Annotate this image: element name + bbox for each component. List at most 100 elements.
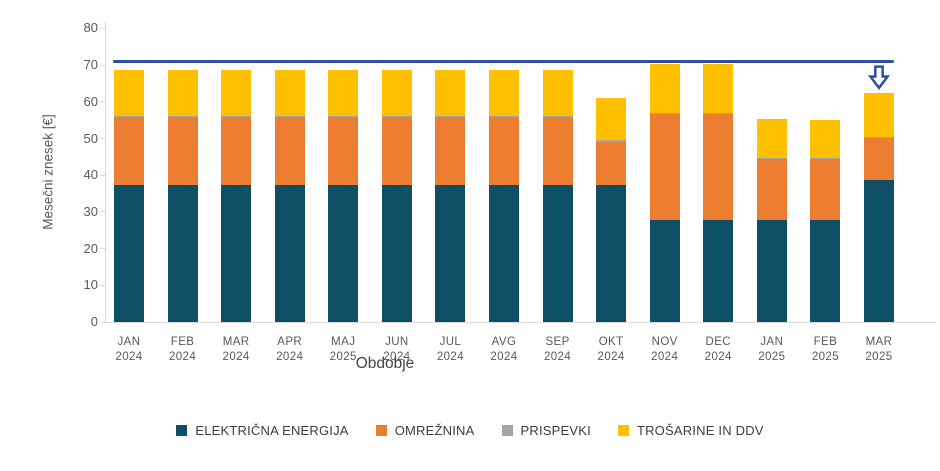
bar-segment [381,69,412,117]
x-tick-label: FEB 2025 [797,335,853,365]
bar-segment [328,185,359,322]
y-tick-mark [100,101,105,103]
bar-segment [221,116,252,118]
bar-segment [756,157,787,160]
x-tick-year: 2025 [758,351,786,363]
x-tick-year: 2024 [543,351,572,363]
y-tick-label: 70 [83,57,98,73]
bar-segment [703,112,734,115]
bar-segment [328,117,359,186]
bar-segment [488,69,519,117]
y-tick-label: 30 [83,203,98,219]
down-arrow-icon [867,65,890,91]
bar-segment [381,185,412,322]
bar-segment [863,92,894,137]
bar-segment [542,116,573,118]
y-tick-label: 40 [83,167,98,183]
bar-segment [488,116,519,118]
legend-swatch-icon [501,425,513,436]
x-tick-month: MAR [222,336,250,348]
bar-segment [328,116,359,118]
x-tick-year: 2024 [490,351,518,363]
legend-item: OMREŽNINA [375,423,475,438]
x-tick-year: 2024 [222,351,250,363]
legend-item: ELEKTRIČNA ENERGIJA [176,423,348,438]
bar-segment [810,159,841,220]
x-tick-month: MAJ [331,336,356,348]
x-tick-year: 2024 [276,351,304,363]
bar-segment [863,138,894,180]
x-tick-month: MAR [865,336,893,348]
legend-label: ELEKTRIČNA ENERGIJA [195,423,349,438]
bar-segment [596,98,627,141]
chart-legend: ELEKTRIČNA ENERGIJA OMREŽNINA PRISPEVKI TRO… [0,423,940,438]
bar-segment [328,69,359,117]
x-tick-label: NOV 2024 [637,335,693,365]
y-tick-label: 10 [83,277,98,293]
x-tick-label: JUL 2024 [422,335,478,365]
y-tick-mark [100,248,105,250]
x-tick-month: JUL [439,336,462,348]
bar-segment [756,119,787,158]
y-tick-label: 80 [83,20,98,36]
bar-segment [435,69,466,117]
bar-segment [114,117,144,186]
x-tick-year: 2024 [704,351,732,363]
bar-segment [863,136,894,139]
y-tick-label: 0 [90,314,98,329]
bar-segment [274,116,305,118]
reference-line [113,59,894,63]
bar-segment [756,219,787,322]
bar-segment [114,116,144,118]
bar-segment [221,185,252,322]
bar-segment [114,185,144,322]
x-tick-month: DEC [705,336,731,348]
bar-segment [756,159,787,220]
plot-area: 0 10 20 30 40 50 60 70 80 JAN 2024 FEB 2024 MAR 2024 AP… [84,20,936,363]
bar-segment [596,185,627,322]
bar-segment [542,185,573,322]
bar-segment [435,116,466,118]
x-axis-title: Obdobje [355,355,415,372]
bar-segment [703,219,734,322]
bar-segment [274,117,305,186]
legend-swatch-icon [176,425,188,436]
bar-segment [649,219,680,322]
x-tick-label: MAJ 2025 [315,335,371,365]
legend-item: TROŠARINE IN DDV [617,423,764,438]
x-tick-label: APR 2024 [262,335,318,365]
bar-segment [596,140,627,142]
x-tick-month: SEP [545,336,570,348]
bar-segment [381,117,412,186]
y-tick-mark [100,321,105,323]
x-tick-year: 2024 [597,351,625,363]
bar-segment [221,117,252,186]
x-tick-month: JAN [760,336,784,348]
y-tick-mark [100,138,105,139]
bar-segment [703,63,734,113]
x-tick-year: 2024 [436,351,464,363]
bar-segment [596,141,627,186]
x-tick-label: DEC 2024 [690,335,746,365]
bar-segment [435,185,466,322]
bar-segment [703,114,734,220]
y-tick-label: 20 [83,240,98,256]
bar-segment [114,69,144,117]
x-tick-label: MAR 2024 [208,335,264,365]
bar-segment [542,117,573,186]
x-tick-month: AVG [491,336,517,348]
x-tick-year: 2025 [865,351,893,363]
x-tick-label: FEB 2024 [155,335,211,365]
y-tick-mark [100,211,105,213]
x-tick-label: OKT 2024 [583,335,639,365]
bar-segment [274,69,305,117]
bar-segment [863,179,894,322]
legend-label: PRISPEVKI [520,423,591,438]
bar-segment [435,117,466,186]
bar-segment [810,120,841,158]
x-tick-month: JUN [385,336,409,348]
x-tick-year: 2024 [383,351,411,363]
bar-segment [167,116,198,118]
x-tick-label: JAN 2025 [744,335,800,365]
